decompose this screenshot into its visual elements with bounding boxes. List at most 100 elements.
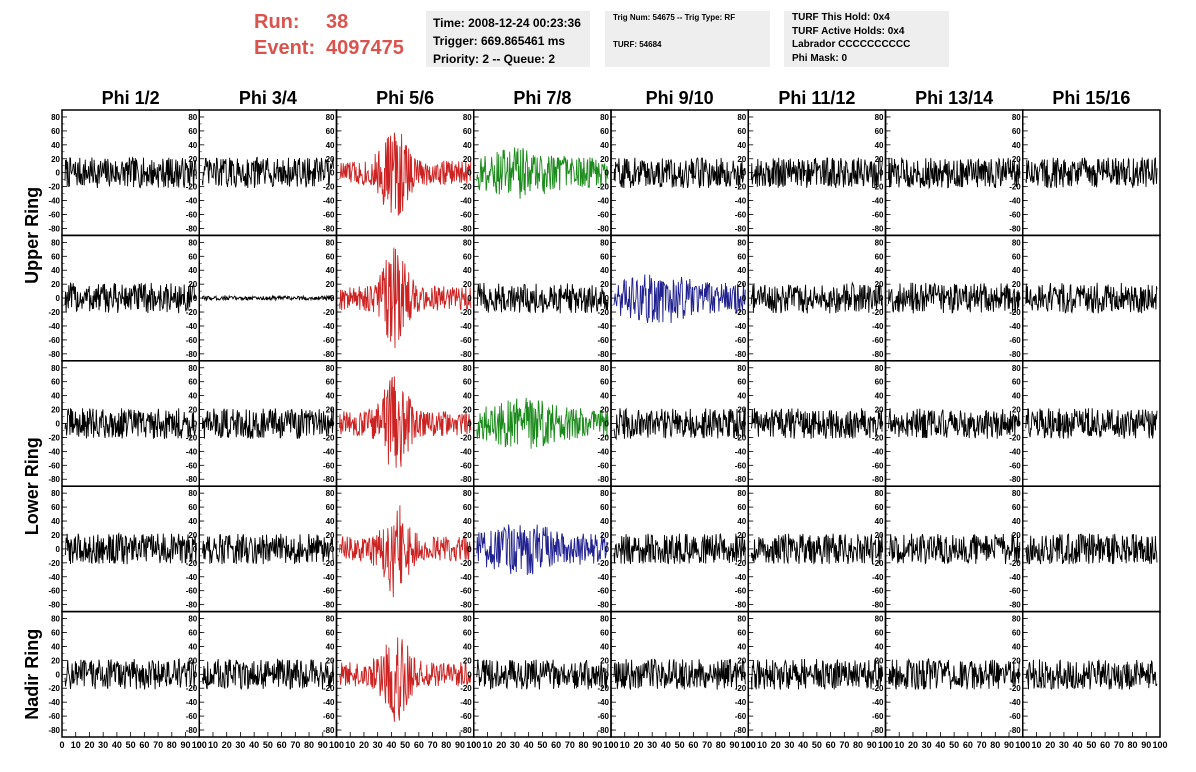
x-tick-label: 80 (990, 740, 1000, 750)
waveform-trace (64, 408, 197, 439)
x-tick-label: 90 (730, 740, 740, 750)
y-tick-label: -80 (186, 726, 198, 735)
waveform-trace (750, 156, 883, 189)
y-tick-label: 20 (737, 531, 746, 540)
y-tick-label: 0 (330, 294, 335, 303)
y-tick-label: -80 (735, 726, 747, 735)
y-tick-label: -20 (597, 433, 609, 442)
waveform-trace (750, 533, 883, 565)
y-tick-label: 20 (737, 406, 746, 415)
y-tick-label: 80 (875, 238, 884, 247)
y-tick-label: 80 (326, 489, 335, 498)
x-tick-label: 80 (853, 740, 863, 750)
y-tick-label: 40 (326, 517, 335, 526)
waveform-trace (476, 659, 609, 690)
y-tick-label: -80 (323, 224, 335, 233)
y-tick-label: 60 (600, 503, 609, 512)
y-tick-label: -60 (460, 211, 472, 220)
y-tick-label: -20 (323, 559, 335, 568)
y-tick-label: -40 (872, 447, 884, 456)
labrador-line: Labrador CCCCCCCCCC (792, 39, 911, 50)
y-tick-label: 40 (875, 141, 884, 150)
y-tick-label: -20 (597, 559, 609, 568)
x-tick-label: 90 (318, 740, 328, 750)
y-tick-label: 80 (463, 113, 472, 122)
y-tick-label: -40 (186, 573, 198, 582)
x-tick-label: 50 (400, 740, 410, 750)
y-tick-label: -60 (186, 336, 198, 345)
y-tick-label: -40 (872, 322, 884, 331)
y-tick-label: 40 (737, 392, 746, 401)
y-tick-label: 0 (467, 545, 472, 554)
x-tick-label: 0 (1020, 740, 1025, 750)
x-tick-label: 0 (608, 740, 613, 750)
y-tick-label: 60 (737, 252, 746, 261)
waveform-trace (476, 282, 609, 314)
y-tick-label: 0 (1016, 169, 1021, 178)
y-tick-label: 40 (1012, 266, 1021, 275)
y-tick-label: 60 (188, 503, 197, 512)
x-tick-label: 30 (235, 740, 245, 750)
y-tick-label: 0 (193, 670, 198, 679)
y-tick-label: 20 (188, 280, 197, 289)
y-tick-label: -40 (1009, 573, 1021, 582)
x-tick-label: 50 (263, 740, 273, 750)
y-tick-label: -60 (1009, 336, 1021, 345)
x-tick-label: 70 (153, 740, 163, 750)
y-tick-label: -60 (48, 712, 60, 721)
x-tick-label: 50 (537, 740, 547, 750)
x-tick-label: 90 (1141, 740, 1151, 750)
x-tick-label: 30 (922, 740, 932, 750)
y-tick-label: -80 (1009, 475, 1021, 484)
y-tick-label: -60 (186, 461, 198, 470)
y-tick-label: 40 (737, 266, 746, 275)
x-tick-label: 90 (181, 740, 191, 750)
waveform-trace (613, 407, 746, 441)
y-tick-label: 0 (742, 294, 747, 303)
y-tick-label: 40 (51, 266, 60, 275)
run-value: 38 (326, 11, 349, 33)
y-tick-label: 20 (326, 531, 335, 540)
y-tick-label: 80 (188, 113, 197, 122)
y-tick-label: 0 (467, 294, 472, 303)
y-tick-label: -80 (460, 601, 472, 610)
x-tick-label: 0 (746, 740, 751, 750)
column-header: Phi 7/8 (513, 88, 571, 108)
y-tick-label: -20 (323, 433, 335, 442)
waveform-trace (613, 533, 746, 565)
y-tick-label: 80 (463, 238, 472, 247)
y-tick-label: 40 (326, 642, 335, 651)
y-tick-label: -20 (460, 559, 472, 568)
x-tick-label: 50 (1086, 740, 1096, 750)
y-tick-label: 40 (875, 392, 884, 401)
turf-info-box: TURF This Hold: 0x4 TURF Active Holds: 0… (784, 11, 949, 67)
y-tick-label: -20 (186, 684, 198, 693)
y-tick-label: -40 (323, 573, 335, 582)
y-tick-label: 60 (600, 629, 609, 638)
y-tick-label: -60 (597, 211, 609, 220)
ring-label: Lower Ring (22, 437, 42, 535)
x-tick-label: 10 (71, 740, 81, 750)
waveform-trace (1025, 659, 1158, 690)
y-tick-label: -40 (48, 573, 60, 582)
x-tick-label: 10 (208, 740, 218, 750)
y-tick-label: 20 (463, 155, 472, 164)
column-header: Phi 1/2 (102, 88, 160, 108)
y-tick-label: 60 (326, 629, 335, 638)
y-tick-label: 20 (463, 406, 472, 415)
y-tick-label: 20 (326, 280, 335, 289)
y-tick-label: 40 (875, 266, 884, 275)
y-tick-label: 0 (605, 294, 610, 303)
y-tick-label: -80 (460, 350, 472, 359)
time-line: Time: 2008-12-24 00:23:36 (433, 16, 581, 30)
x-tick-label: 0 (471, 740, 476, 750)
y-tick-label: -20 (186, 308, 198, 317)
y-tick-label: 40 (463, 517, 472, 526)
y-tick-label: 80 (188, 364, 197, 373)
y-tick-label: 20 (737, 155, 746, 164)
y-tick-label: 20 (875, 656, 884, 665)
x-tick-label: 40 (112, 740, 122, 750)
y-tick-label: 80 (600, 238, 609, 247)
y-tick-label: -40 (597, 698, 609, 707)
